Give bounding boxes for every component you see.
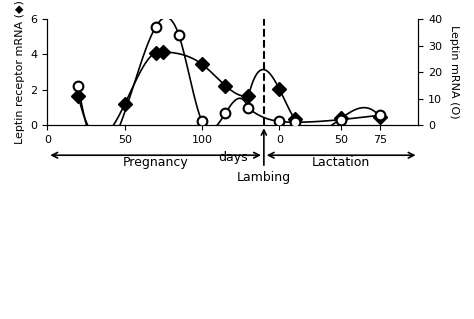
Text: Lambing: Lambing: [237, 130, 291, 184]
Y-axis label: Leptin mRNA (O): Leptin mRNA (O): [449, 26, 459, 119]
Text: Pregnancy: Pregnancy: [123, 156, 189, 169]
Y-axis label: Leptin receptor mRNA (◆): Leptin receptor mRNA (◆): [15, 0, 25, 144]
X-axis label: days: days: [218, 151, 248, 164]
Text: Lactation: Lactation: [312, 156, 370, 169]
